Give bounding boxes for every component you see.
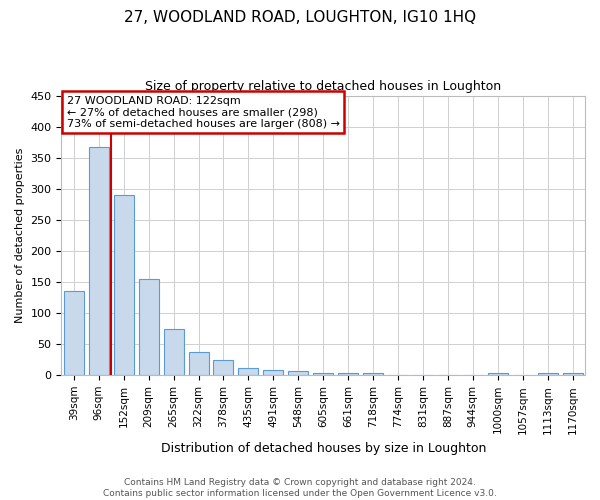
X-axis label: Distribution of detached houses by size in Loughton: Distribution of detached houses by size … [161, 442, 486, 455]
Text: Contains HM Land Registry data © Crown copyright and database right 2024.
Contai: Contains HM Land Registry data © Crown c… [103, 478, 497, 498]
Bar [139, 279, 158, 375]
Bar [563, 374, 583, 375]
Bar [64, 292, 84, 375]
Bar [288, 372, 308, 375]
Bar [114, 195, 134, 375]
Bar [164, 328, 184, 375]
Bar [214, 360, 233, 375]
Bar [263, 370, 283, 375]
Text: 27 WOODLAND ROAD: 122sqm
← 27% of detached houses are smaller (298)
73% of semi-: 27 WOODLAND ROAD: 122sqm ← 27% of detach… [67, 96, 340, 129]
Bar [338, 372, 358, 375]
Text: 27, WOODLAND ROAD, LOUGHTON, IG10 1HQ: 27, WOODLAND ROAD, LOUGHTON, IG10 1HQ [124, 10, 476, 25]
Title: Size of property relative to detached houses in Loughton: Size of property relative to detached ho… [145, 80, 501, 93]
Bar [488, 374, 508, 375]
Bar [89, 146, 109, 375]
Bar [363, 374, 383, 375]
Bar [313, 372, 333, 375]
Bar [538, 374, 557, 375]
Bar [238, 368, 259, 375]
Y-axis label: Number of detached properties: Number of detached properties [15, 148, 25, 323]
Bar [188, 352, 209, 375]
